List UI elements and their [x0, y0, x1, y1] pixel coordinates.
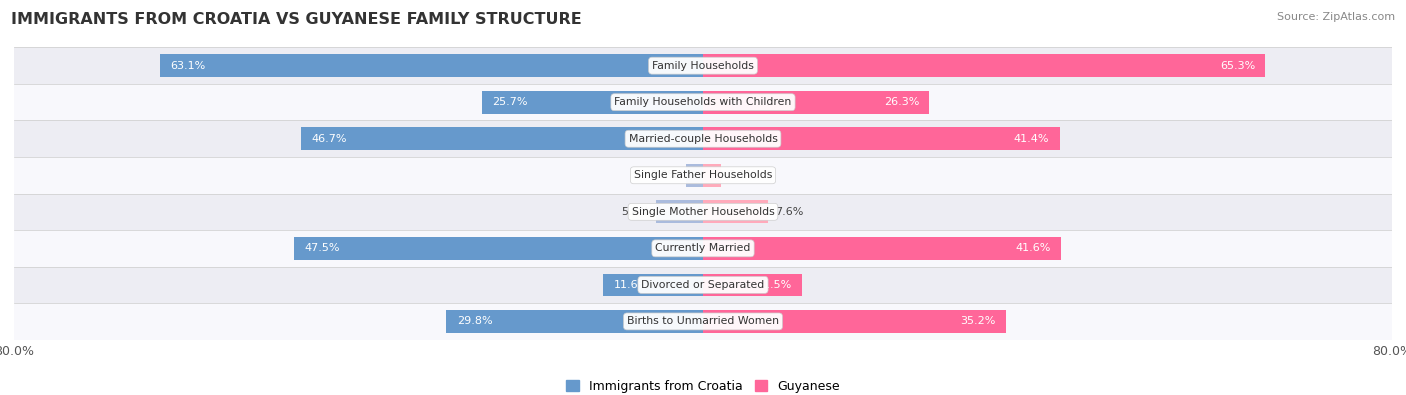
Text: 65.3%: 65.3% [1220, 61, 1256, 71]
Text: Single Mother Households: Single Mother Households [631, 207, 775, 217]
Text: Currently Married: Currently Married [655, 243, 751, 253]
Legend: Immigrants from Croatia, Guyanese: Immigrants from Croatia, Guyanese [561, 375, 845, 395]
Bar [703, 164, 721, 186]
Text: 41.6%: 41.6% [1015, 243, 1050, 253]
Text: 5.4%: 5.4% [621, 207, 650, 217]
Text: 63.1%: 63.1% [170, 61, 205, 71]
Bar [703, 128, 1060, 150]
Text: 46.7%: 46.7% [311, 134, 347, 144]
Text: 41.4%: 41.4% [1014, 134, 1049, 144]
Text: Single Father Households: Single Father Households [634, 170, 772, 180]
Text: Family Households with Children: Family Households with Children [614, 97, 792, 107]
Bar [703, 274, 801, 296]
Bar [703, 55, 1265, 77]
Text: 2.1%: 2.1% [728, 170, 756, 180]
Text: IMMIGRANTS FROM CROATIA VS GUYANESE FAMILY STRUCTURE: IMMIGRANTS FROM CROATIA VS GUYANESE FAMI… [11, 12, 582, 27]
Bar [703, 237, 1062, 260]
Bar [14, 303, 1392, 340]
Text: 2.0%: 2.0% [651, 170, 679, 180]
Bar [657, 201, 703, 223]
Bar [703, 201, 769, 223]
Text: 47.5%: 47.5% [304, 243, 340, 253]
Bar [160, 55, 703, 77]
Text: 26.3%: 26.3% [884, 97, 920, 107]
Text: Married-couple Households: Married-couple Households [628, 134, 778, 144]
Bar [14, 120, 1392, 157]
Text: Source: ZipAtlas.com: Source: ZipAtlas.com [1277, 12, 1395, 22]
Bar [703, 310, 1007, 333]
Text: 11.5%: 11.5% [756, 280, 792, 290]
Bar [703, 91, 929, 113]
Bar [14, 47, 1392, 84]
Bar [14, 230, 1392, 267]
Bar [14, 267, 1392, 303]
Text: Family Households: Family Households [652, 61, 754, 71]
Text: Divorced or Separated: Divorced or Separated [641, 280, 765, 290]
Text: 29.8%: 29.8% [457, 316, 492, 326]
Bar [686, 164, 703, 186]
Text: 25.7%: 25.7% [492, 97, 527, 107]
Bar [446, 310, 703, 333]
Bar [294, 237, 703, 260]
Bar [14, 157, 1392, 194]
Bar [603, 274, 703, 296]
Text: Births to Unmarried Women: Births to Unmarried Women [627, 316, 779, 326]
Bar [14, 194, 1392, 230]
Bar [14, 84, 1392, 120]
Bar [482, 91, 703, 113]
Text: 11.6%: 11.6% [613, 280, 648, 290]
Text: 7.6%: 7.6% [775, 207, 804, 217]
Text: 35.2%: 35.2% [960, 316, 995, 326]
Bar [301, 128, 703, 150]
